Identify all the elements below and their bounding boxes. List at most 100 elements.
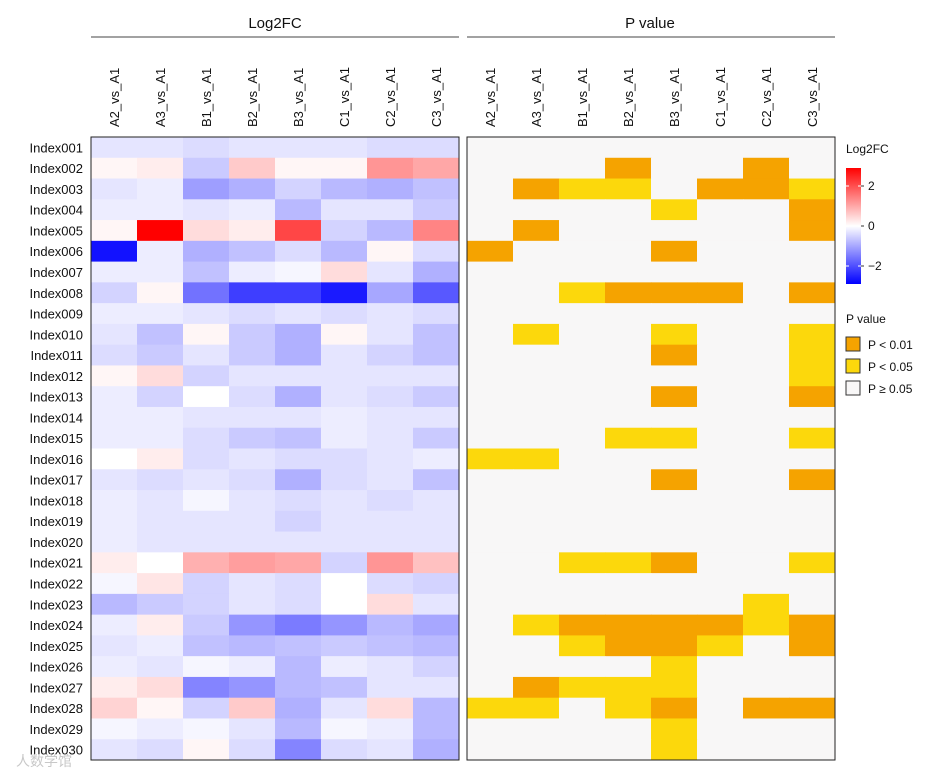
pvalue-cell bbox=[467, 469, 514, 491]
log2fc-cell bbox=[183, 178, 230, 200]
pvalue-cell bbox=[559, 573, 606, 595]
pvalue-cell bbox=[789, 220, 836, 242]
row-label: Index002 bbox=[30, 161, 84, 176]
pvalue-cell bbox=[605, 406, 652, 429]
pvalue-cell bbox=[559, 303, 606, 325]
pvalue-cell bbox=[559, 614, 606, 636]
pvalue-cell bbox=[789, 157, 836, 180]
pvalue-cell bbox=[651, 552, 698, 574]
pvalue-cell bbox=[789, 593, 836, 616]
log2fc-cell bbox=[183, 656, 230, 678]
log2fc-tick-label: 0 bbox=[868, 219, 875, 233]
pvalue-cell bbox=[559, 510, 606, 533]
pvalue-cell bbox=[651, 323, 698, 346]
row-label: Index027 bbox=[30, 680, 84, 695]
pvalue-heatmap bbox=[467, 137, 836, 761]
log2fc-cell bbox=[275, 552, 322, 574]
log2fc-cell bbox=[275, 676, 322, 699]
row-label: Index001 bbox=[30, 140, 84, 155]
log2fc-cell bbox=[137, 137, 184, 159]
log2fc-cell bbox=[91, 137, 138, 159]
pvalue-legend-swatch bbox=[845, 358, 861, 374]
pvalue-cell bbox=[605, 676, 652, 699]
log2fc-cell bbox=[183, 718, 230, 740]
pvalue-cell bbox=[559, 137, 606, 159]
pvalue-cell bbox=[697, 199, 744, 221]
pvalue-cell bbox=[743, 406, 790, 429]
pvalue-cell bbox=[789, 261, 836, 283]
log2fc-cell bbox=[229, 240, 276, 263]
log2fc-cell bbox=[183, 137, 230, 159]
pvalue-cell bbox=[605, 427, 652, 449]
log2fc-cell bbox=[321, 178, 368, 200]
pvalue-cell bbox=[651, 344, 698, 366]
pvalue-cell bbox=[697, 718, 744, 740]
log2fc-cell bbox=[367, 303, 414, 325]
log2fc-cell bbox=[321, 303, 368, 325]
log2fc-cell bbox=[183, 676, 230, 699]
log2fc-cell bbox=[183, 635, 230, 657]
pvalue-cell bbox=[605, 365, 652, 387]
pvalue-cell bbox=[651, 157, 698, 180]
row-label: Index004 bbox=[30, 203, 84, 218]
pvalue-cell bbox=[789, 344, 836, 366]
pvalue-cell bbox=[605, 137, 652, 159]
log2fc-cell bbox=[229, 386, 276, 408]
pvalue-cell bbox=[697, 635, 744, 657]
log2fc-cell bbox=[137, 386, 184, 408]
log2fc-cell bbox=[413, 593, 460, 616]
log2fc-cell bbox=[137, 261, 184, 283]
log2fc-cell bbox=[183, 490, 230, 512]
pvalue-cell bbox=[651, 469, 698, 491]
pvalue-legend-label: P < 0.01 bbox=[868, 338, 913, 352]
log2fc-cell bbox=[275, 427, 322, 449]
pvalue-cell bbox=[605, 573, 652, 595]
log2fc-cell bbox=[367, 365, 414, 387]
pvalue-cell bbox=[789, 718, 836, 740]
pvalue-cell bbox=[467, 697, 514, 719]
pvalue-cell bbox=[651, 365, 698, 387]
log2fc-cell bbox=[229, 469, 276, 491]
log2fc-cell bbox=[91, 406, 138, 429]
log2fc-cell bbox=[183, 697, 230, 719]
log2fc-cell bbox=[321, 593, 368, 616]
pvalue-cell bbox=[559, 261, 606, 283]
pvalue-cell bbox=[789, 510, 836, 533]
log2fc-cell bbox=[229, 157, 276, 180]
log2fc-cell bbox=[367, 593, 414, 616]
log2fc-cell bbox=[413, 386, 460, 408]
pvalue-cell bbox=[789, 676, 836, 699]
log2fc-cell bbox=[183, 261, 230, 283]
log2fc-cell bbox=[413, 303, 460, 325]
pvalue-cell bbox=[651, 220, 698, 242]
pvalue-panel-border bbox=[466, 136, 836, 761]
pvalue-cell bbox=[789, 178, 836, 200]
pvalue-cell bbox=[743, 718, 790, 740]
log2fc-cell bbox=[229, 199, 276, 221]
log2fc-cell bbox=[91, 199, 138, 221]
pvalue-cell bbox=[789, 552, 836, 574]
pvalue-cell bbox=[605, 240, 652, 263]
log2fc-cell bbox=[367, 614, 414, 636]
pvalue-cell bbox=[467, 656, 514, 678]
pvalue-cell bbox=[789, 282, 836, 304]
log2fc-cell bbox=[413, 261, 460, 283]
log2fc-cell bbox=[413, 697, 460, 719]
pvalue-cell bbox=[513, 656, 560, 678]
pvalue-cell bbox=[467, 199, 514, 221]
pvalue-cell bbox=[605, 157, 652, 180]
row-label: Index017 bbox=[30, 473, 84, 488]
log2fc-cell bbox=[91, 718, 138, 740]
log2fc-cell bbox=[183, 510, 230, 533]
row-label: Index012 bbox=[30, 369, 84, 384]
log2fc-cell bbox=[275, 510, 322, 533]
log2fc-cell bbox=[137, 365, 184, 387]
log2fc-cell bbox=[367, 344, 414, 366]
row-label: Index018 bbox=[30, 493, 84, 508]
log2fc-cell bbox=[321, 552, 368, 574]
log2fc-cell bbox=[275, 261, 322, 283]
log2fc-cell bbox=[367, 656, 414, 678]
log2fc-cell bbox=[91, 676, 138, 699]
log2fc-cell bbox=[183, 573, 230, 595]
log2fc-cell bbox=[413, 406, 460, 429]
